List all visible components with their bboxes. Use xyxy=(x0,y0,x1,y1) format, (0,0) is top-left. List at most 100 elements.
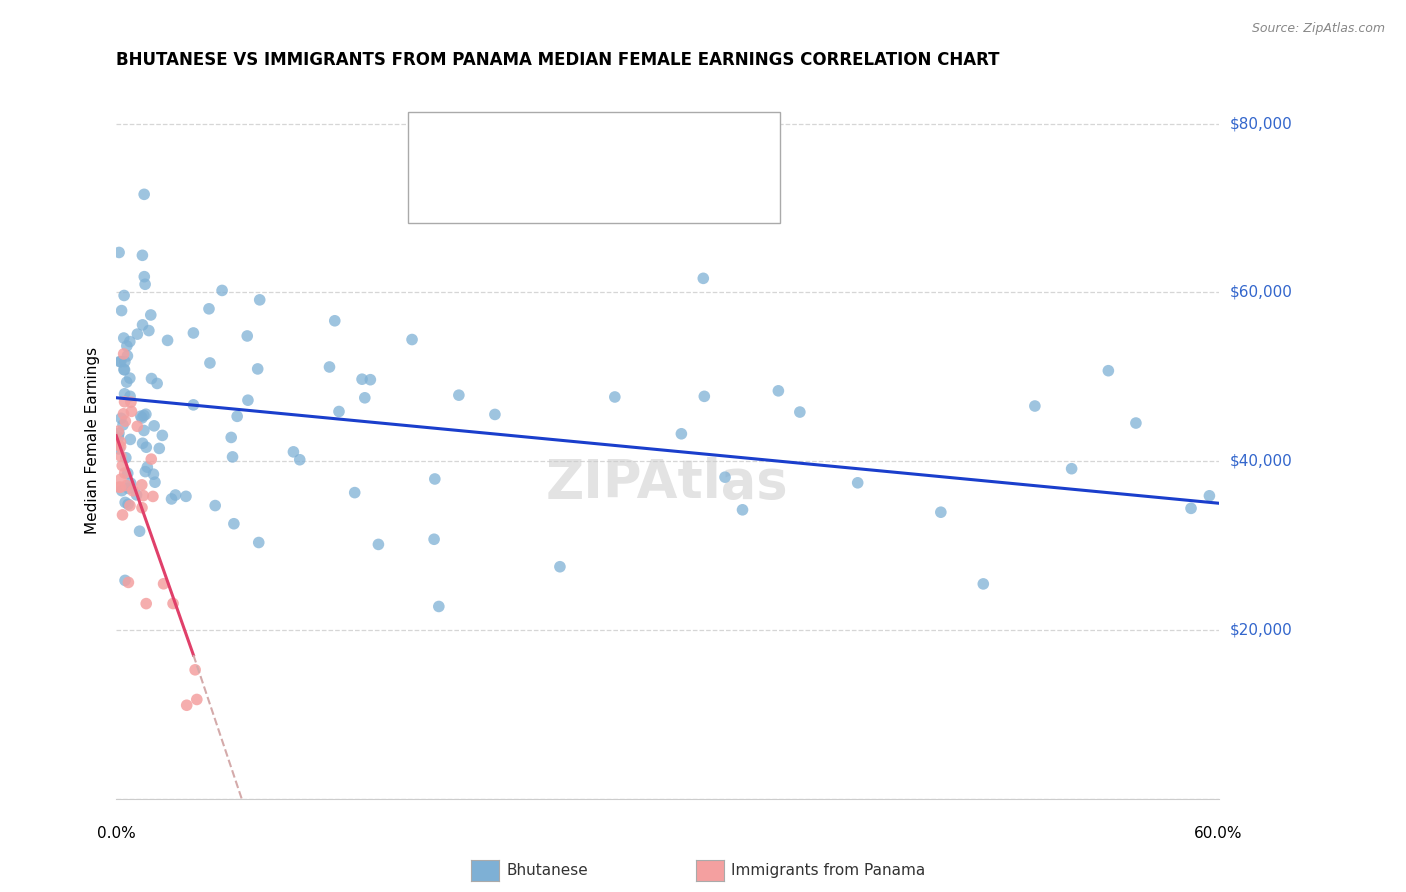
Point xyxy=(141,452,163,467)
Point xyxy=(108,245,131,260)
Point xyxy=(120,395,142,409)
Point xyxy=(112,331,135,345)
Point xyxy=(135,440,157,454)
Point xyxy=(115,375,138,389)
Point xyxy=(141,371,163,385)
Point xyxy=(165,488,187,502)
Point xyxy=(120,476,142,491)
Point xyxy=(156,334,179,348)
Text: 60.0%: 60.0% xyxy=(1194,826,1243,841)
Point xyxy=(118,371,141,385)
Point xyxy=(107,424,129,438)
Point xyxy=(222,516,245,531)
Point xyxy=(139,308,162,322)
Point xyxy=(108,480,131,494)
Point xyxy=(114,414,136,428)
Point xyxy=(134,277,156,292)
Point xyxy=(110,303,132,318)
Point xyxy=(353,391,375,405)
Point xyxy=(247,535,270,549)
Point xyxy=(183,326,205,340)
Point xyxy=(846,475,869,490)
Point xyxy=(134,465,156,479)
Point xyxy=(117,349,139,363)
Point xyxy=(114,495,136,509)
Point xyxy=(343,485,366,500)
Point xyxy=(114,363,136,377)
Y-axis label: Median Female Earnings: Median Female Earnings xyxy=(86,346,100,533)
Point xyxy=(107,430,129,444)
Text: 0.0%: 0.0% xyxy=(97,826,135,841)
Point xyxy=(134,187,156,202)
Point xyxy=(110,440,132,454)
Point xyxy=(318,359,340,374)
Point xyxy=(142,490,165,504)
Point xyxy=(112,347,135,361)
Text: $20,000: $20,000 xyxy=(1230,623,1292,637)
Point xyxy=(142,467,165,482)
Point xyxy=(111,458,134,473)
Point xyxy=(131,436,153,450)
Point xyxy=(117,497,139,511)
Point xyxy=(731,503,754,517)
Point xyxy=(108,426,131,441)
Point xyxy=(114,394,136,409)
Text: -0.365: -0.365 xyxy=(508,187,567,205)
Point xyxy=(246,362,269,376)
Point xyxy=(548,559,571,574)
Point xyxy=(135,407,157,421)
Point xyxy=(118,499,141,513)
Point xyxy=(152,576,174,591)
Point xyxy=(135,597,157,611)
Point xyxy=(226,409,249,424)
Point xyxy=(423,472,446,486)
Point xyxy=(128,524,150,539)
Point xyxy=(176,698,198,713)
Point xyxy=(120,433,142,447)
Point xyxy=(110,480,132,494)
Text: N =: N = xyxy=(578,187,626,205)
Point xyxy=(131,411,153,425)
Point xyxy=(162,597,184,611)
Point xyxy=(184,663,207,677)
Text: $60,000: $60,000 xyxy=(1230,285,1292,300)
Point xyxy=(423,533,446,547)
Point xyxy=(198,356,221,370)
Point xyxy=(1024,399,1046,413)
Point xyxy=(1060,461,1083,475)
Point xyxy=(127,327,149,342)
Point xyxy=(160,491,183,506)
Point xyxy=(1180,501,1202,516)
Point xyxy=(350,372,373,386)
Point xyxy=(114,450,136,465)
Point xyxy=(283,445,305,459)
Point xyxy=(108,354,131,368)
Point xyxy=(236,329,259,343)
Point xyxy=(110,411,132,425)
Point xyxy=(131,500,153,515)
Point xyxy=(122,483,145,498)
Point xyxy=(186,692,208,706)
Text: Source: ZipAtlas.com: Source: ZipAtlas.com xyxy=(1251,22,1385,36)
Point xyxy=(111,483,134,498)
Point xyxy=(125,488,148,502)
Point xyxy=(972,577,994,591)
Point xyxy=(131,478,153,492)
Point xyxy=(131,318,153,332)
Point xyxy=(484,408,506,422)
Point xyxy=(714,470,737,484)
Text: BHUTANESE VS IMMIGRANTS FROM PANAMA MEDIAN FEMALE EARNINGS CORRELATION CHART: BHUTANESE VS IMMIGRANTS FROM PANAMA MEDI… xyxy=(117,51,1000,69)
Text: ZIPAtlas: ZIPAtlas xyxy=(546,457,789,509)
Point xyxy=(114,386,136,401)
Point xyxy=(221,450,243,464)
Point xyxy=(671,426,693,441)
Point xyxy=(132,409,155,423)
Point xyxy=(114,574,136,588)
Point xyxy=(150,428,173,442)
Point xyxy=(134,269,156,284)
Point xyxy=(328,404,350,418)
Point xyxy=(204,499,226,513)
Text: R =: R = xyxy=(465,141,502,159)
Point xyxy=(143,475,166,490)
Point xyxy=(117,482,139,496)
